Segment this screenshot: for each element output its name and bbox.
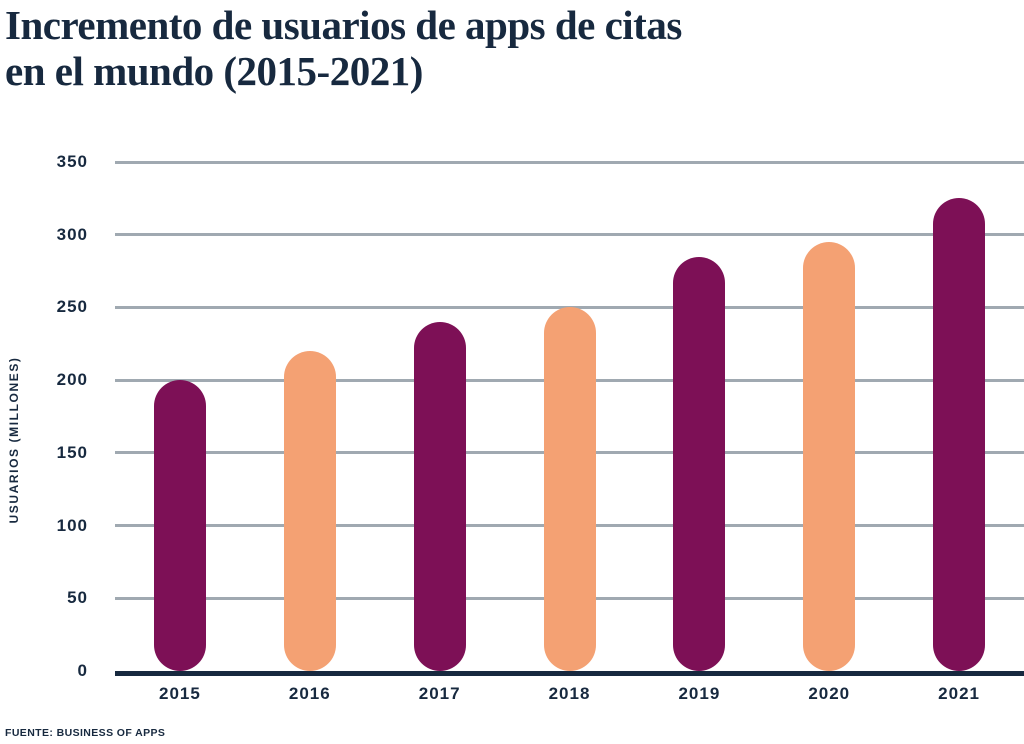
bar-column-2019	[634, 162, 764, 671]
y-tick-label-300: 300	[56, 224, 88, 244]
y-tick-label-200: 200	[56, 370, 88, 390]
x-axis-line	[115, 671, 1024, 676]
bar-column-2016	[245, 162, 375, 671]
bar-column-2020	[764, 162, 894, 671]
x-tick-label-2016: 2016	[288, 684, 331, 703]
bar-column-2017	[375, 162, 505, 671]
y-tick-label-0: 0	[77, 661, 88, 680]
x-tick-label-2020: 2020	[808, 684, 851, 703]
bar-column-2021	[894, 162, 1024, 671]
y-tick-label-100: 100	[56, 515, 88, 535]
bar-column-2015	[115, 162, 245, 671]
x-tick-label-2019: 2019	[678, 684, 721, 703]
x-tick-labels: 2015 2016 2017 2018 2019 2020 2021	[115, 684, 1024, 704]
bar-2018	[543, 307, 596, 671]
y-tick-labels: 0 50 100 150 200 250 300 350	[0, 152, 88, 680]
chart-title-line2: en el mundo (2015-2021)	[5, 48, 423, 94]
y-tick-label-250: 250	[56, 297, 88, 317]
x-tick-label-2015: 2015	[159, 684, 201, 703]
bar-2019	[673, 256, 726, 671]
plot-area	[115, 160, 1024, 676]
y-tick-label-50: 50	[67, 588, 88, 608]
bar-2017	[413, 321, 466, 671]
x-tick-label-2021: 2021	[938, 684, 980, 703]
source-caption: FUENTE: BUSINESS OF APPS	[5, 727, 166, 739]
bars	[115, 162, 1024, 671]
bar-column-2018	[505, 162, 635, 671]
x-tick-label-2018: 2018	[548, 684, 591, 703]
chart-title-line1: Incremento de usuarios de apps de citas	[5, 2, 682, 48]
bar-2020	[803, 242, 856, 671]
y-tick-label-150: 150	[56, 442, 88, 462]
bar-2015	[153, 380, 206, 671]
y-tick-label-350: 350	[56, 152, 88, 171]
chart-title: Incremento de usuarios de apps de citas …	[5, 2, 682, 94]
bar-2016	[283, 351, 336, 671]
x-tick-label-2017: 2017	[418, 684, 461, 703]
gridline-300	[115, 233, 1024, 237]
bar-2021	[933, 198, 986, 671]
gridline-350	[115, 160, 1024, 164]
